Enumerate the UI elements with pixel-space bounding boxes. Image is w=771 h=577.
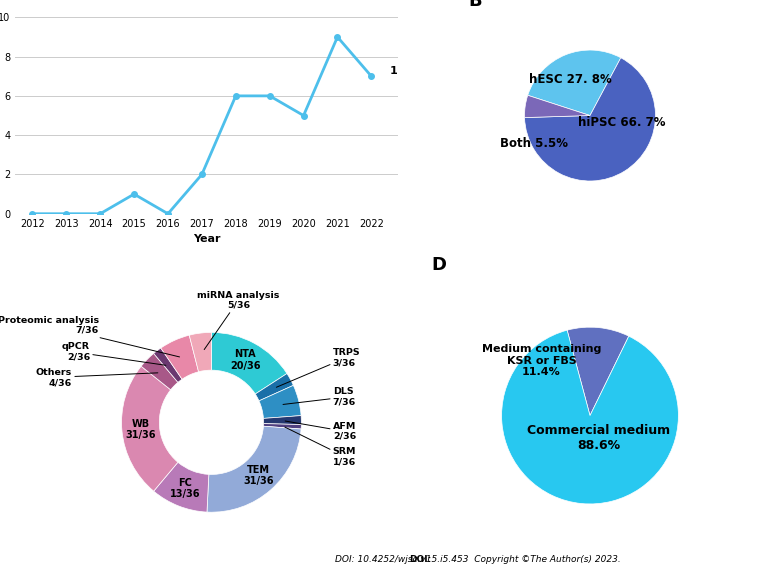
Wedge shape	[141, 354, 178, 390]
Text: Others
4/36: Others 4/36	[36, 368, 158, 387]
Wedge shape	[189, 332, 211, 372]
Text: B: B	[468, 0, 482, 10]
Text: DOI: 10.4252/wjsc.v15.i5.453  Copyright ©The Author(s) 2023.: DOI: 10.4252/wjsc.v15.i5.453 Copyright ©…	[335, 555, 621, 564]
Text: Medium containing
KSR or FBS
11.4%: Medium containing KSR or FBS 11.4%	[482, 344, 601, 377]
Text: Both 5.5%: Both 5.5%	[500, 137, 568, 149]
Text: SRM
1/36: SRM 1/36	[284, 427, 356, 466]
Wedge shape	[207, 426, 301, 512]
Text: D: D	[431, 256, 446, 273]
Text: FC
13/36: FC 13/36	[170, 478, 200, 499]
Wedge shape	[264, 415, 301, 425]
Text: miRNA analysis
5/36: miRNA analysis 5/36	[197, 291, 280, 350]
Text: NTA
20/36: NTA 20/36	[231, 349, 261, 371]
Text: Commercial medium
88.6%: Commercial medium 88.6%	[527, 424, 671, 452]
Wedge shape	[567, 327, 629, 415]
Wedge shape	[527, 50, 621, 115]
Wedge shape	[211, 332, 287, 394]
Wedge shape	[153, 462, 209, 512]
Wedge shape	[122, 366, 178, 491]
Wedge shape	[161, 335, 199, 379]
Text: 1: 1	[390, 66, 398, 76]
Text: qPCR
2/36: qPCR 2/36	[62, 343, 166, 365]
Wedge shape	[259, 385, 301, 418]
Wedge shape	[153, 348, 182, 383]
Wedge shape	[524, 95, 590, 118]
Text: AFM
2/36: AFM 2/36	[285, 421, 356, 441]
Text: Proteomic analysis
7/36: Proteomic analysis 7/36	[0, 316, 180, 357]
Text: TEM
31/36: TEM 31/36	[243, 464, 274, 486]
Wedge shape	[502, 330, 678, 504]
Text: hiPSC 66. 7%: hiPSC 66. 7%	[577, 115, 665, 129]
Text: WB
31/36: WB 31/36	[126, 418, 156, 440]
Text: DLS
7/36: DLS 7/36	[283, 387, 356, 407]
X-axis label: Year: Year	[194, 234, 221, 244]
Wedge shape	[255, 373, 294, 401]
Text: DOI:: DOI:	[409, 555, 431, 564]
Text: TRPS
3/36: TRPS 3/36	[276, 348, 360, 387]
Wedge shape	[524, 58, 655, 181]
Text: hESC 27. 8%: hESC 27. 8%	[529, 73, 611, 86]
Wedge shape	[264, 424, 301, 429]
